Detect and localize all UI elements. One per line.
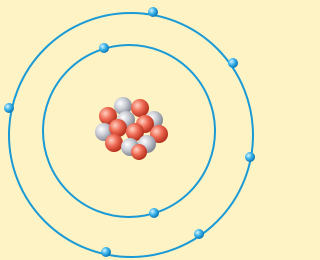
electron [228,58,238,68]
page: {} [0,0,256,260]
electron [245,152,255,162]
electron [4,103,14,113]
electron [99,43,109,53]
proton [131,144,147,160]
atom-illustration [0,0,256,260]
electron [101,247,111,257]
electron [148,7,158,17]
proton [131,99,149,117]
proton [105,134,123,152]
electron [149,208,159,218]
electron [194,229,204,239]
